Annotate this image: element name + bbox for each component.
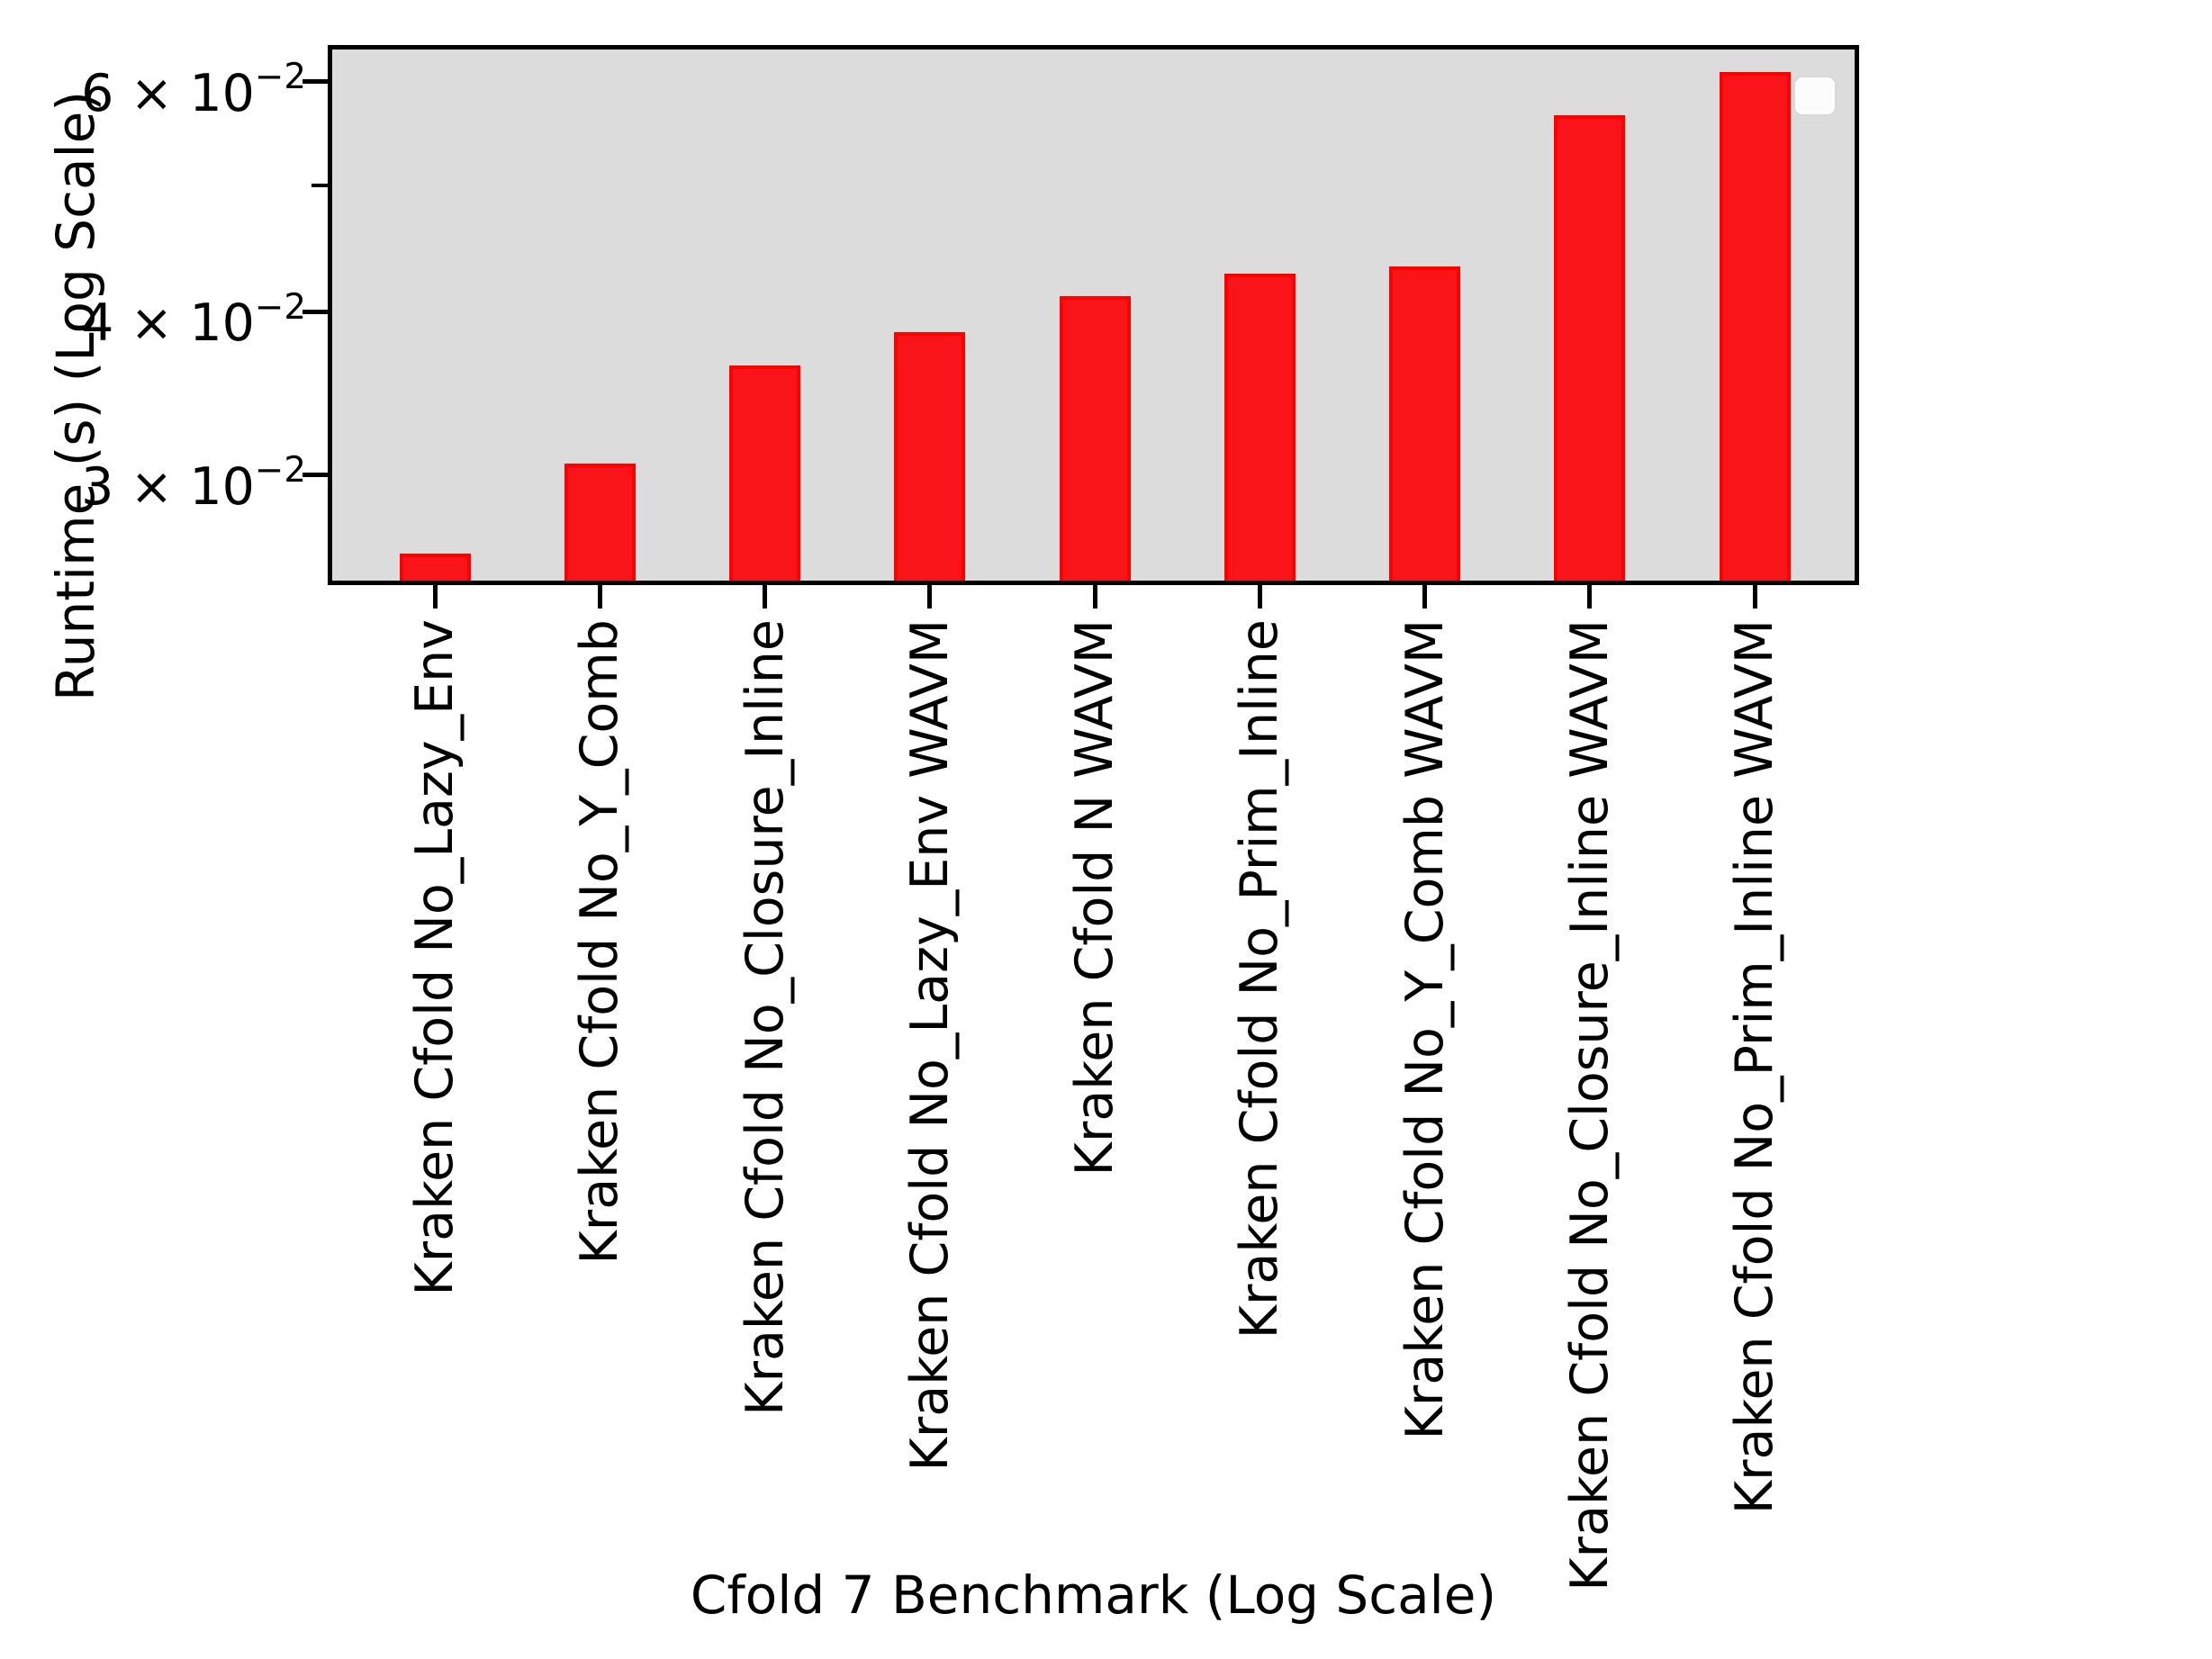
legend-box <box>1793 76 1837 116</box>
x-axis-title: Cfold 7 Benchmark (Log Scale) <box>690 1564 1497 1626</box>
plot-area <box>328 45 1859 585</box>
bar <box>1223 273 1296 581</box>
x-tick-mark <box>1257 585 1262 609</box>
y-tick-mark <box>302 473 328 478</box>
x-tick-mark <box>1752 585 1757 609</box>
bar <box>564 464 636 581</box>
x-tick-mark <box>763 585 767 609</box>
y-tick-label: 3 × 10−2 <box>81 449 306 517</box>
y-axis-title: Runtime (s) (Log Scale) <box>45 91 106 701</box>
x-tick-mark <box>1092 585 1097 609</box>
bar <box>399 554 471 581</box>
x-tick-mark <box>1587 585 1593 609</box>
y-tick-mark <box>302 79 328 85</box>
bar <box>1389 266 1460 581</box>
bar <box>894 331 966 581</box>
y-tick-label: 4 × 10−2 <box>81 286 306 354</box>
bar <box>1059 296 1131 581</box>
y-minor-tick-mark <box>311 183 328 187</box>
x-tick-mark <box>1422 585 1427 609</box>
bar <box>1719 72 1791 581</box>
x-tick-mark <box>597 585 602 609</box>
y-tick-label: 6 × 10−2 <box>81 57 306 123</box>
bar <box>1554 114 1626 581</box>
x-tick-mark <box>432 585 438 609</box>
y-tick-mark <box>302 309 328 314</box>
x-tick-mark <box>927 585 933 609</box>
bar <box>729 365 800 581</box>
